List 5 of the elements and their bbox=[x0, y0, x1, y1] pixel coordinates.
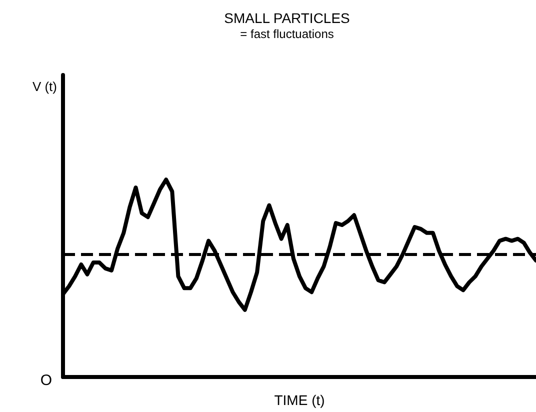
chart-subtitle: = fast fluctuations bbox=[240, 27, 334, 41]
text: O bbox=[40, 372, 52, 389]
text: V (t) bbox=[32, 79, 58, 94]
chart-title: SMALL PARTICLES bbox=[224, 10, 350, 26]
x-axis-title: TIME (t) bbox=[274, 392, 325, 408]
